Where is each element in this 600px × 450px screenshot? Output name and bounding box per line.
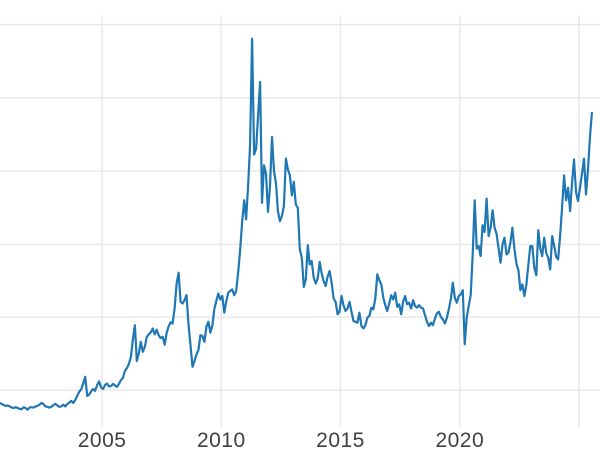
- price-line-series: [0, 37, 593, 411]
- x-tick-label-2010: 2010: [196, 429, 246, 450]
- x-tick-label-2005: 2005: [77, 429, 127, 450]
- x-tick-label-2020: 2020: [435, 429, 485, 450]
- vertical-gridlines: [101, 15, 580, 428]
- horizontal-gridlines: [0, 23, 600, 391]
- x-tick-label-2015: 2015: [316, 429, 365, 450]
